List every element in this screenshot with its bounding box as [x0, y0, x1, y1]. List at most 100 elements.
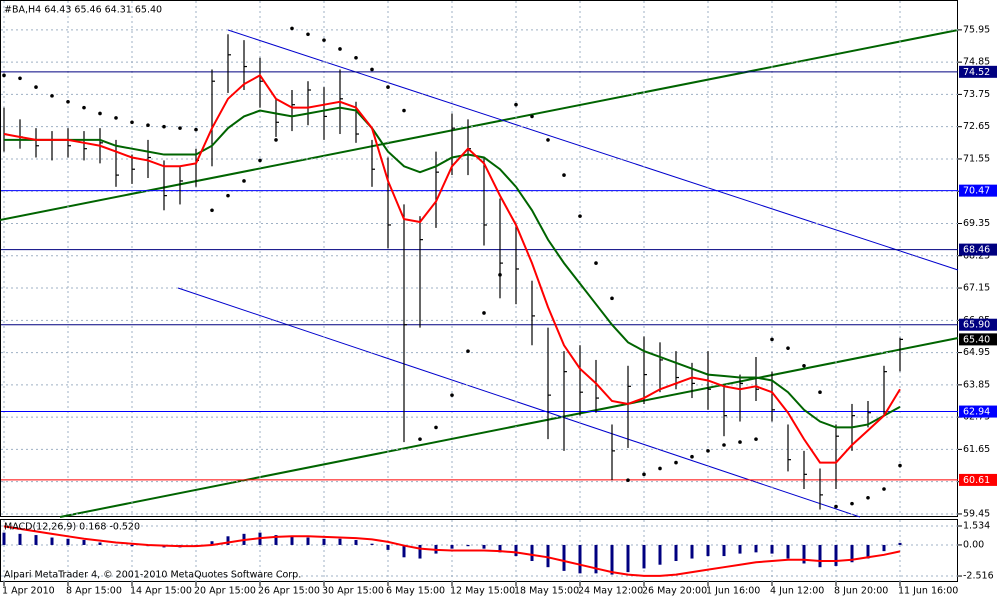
sar-dot [754, 437, 758, 441]
x-tick-label: 14 Apr 15:00 [130, 586, 192, 597]
y-tick-label: 75.95 [963, 24, 990, 35]
sar-dot [178, 126, 182, 130]
sar-dot [482, 311, 486, 315]
sar-dot [98, 111, 102, 116]
level-box [959, 65, 997, 78]
sar-dot [898, 463, 902, 468]
sar-dot [274, 138, 278, 142]
y-tick-label: 71.55 [963, 153, 990, 164]
x-tick-label: 20 Apr 15:00 [194, 586, 256, 597]
macd-bar [754, 544, 758, 553]
macd-bar [466, 544, 470, 547]
x-tick-label: 30 Apr 15:00 [322, 586, 384, 597]
level-box [959, 243, 997, 256]
sar-dot [2, 73, 6, 78]
macd-bar [626, 544, 630, 573]
macd-bar [594, 544, 598, 574]
y-tick-label: 69.35 [963, 218, 990, 229]
macd-bar [514, 544, 518, 557]
sar-dot [146, 123, 150, 128]
x-tick-label: 24 May 12:00 [578, 586, 643, 597]
main-frame [0, 0, 958, 517]
macd-bar [706, 544, 710, 557]
trend-lines [0, 1, 959, 582]
level-box [959, 333, 997, 346]
macd-bar [450, 544, 454, 549]
x-tick-label: 4 Jun 12:00 [770, 586, 824, 597]
sar-dot [882, 487, 886, 491]
sar-dot [290, 26, 294, 31]
macd-bar [2, 532, 6, 545]
level-label: 65.40 [963, 334, 990, 345]
sar-dot [450, 393, 454, 397]
level-label: 74.52 [963, 67, 990, 78]
sar-dot [626, 478, 630, 483]
y-tick-label: 72.65 [963, 121, 990, 132]
macd-bar [610, 544, 614, 575]
indicator-line [4, 106, 901, 429]
macd-bar [882, 544, 886, 552]
macd-bar [34, 535, 38, 545]
sar-dot [866, 496, 870, 500]
sar-dot [242, 179, 246, 183]
macd-bar [82, 540, 86, 545]
x-tick-label: 18 May 15:00 [514, 586, 579, 597]
macd-bar [274, 535, 278, 545]
macd-bar [722, 544, 726, 557]
x-tick-label: 11 Jun 16:00 [898, 586, 958, 597]
sar-dot [514, 102, 518, 107]
macd-bar [114, 544, 118, 546]
level-box [959, 405, 997, 418]
sar-dot [850, 501, 854, 506]
x-tick-label: 1 Apr 2010 [2, 586, 55, 597]
sar-dot [578, 214, 582, 218]
sar-dot [162, 124, 166, 129]
level-box [959, 473, 997, 486]
macd-bar [66, 538, 70, 545]
sar-dot [770, 337, 774, 342]
indicator-line [3, 74, 901, 464]
macd-bar [786, 544, 790, 559]
sar-dot [130, 120, 134, 125]
level-box [959, 318, 997, 331]
channel-line [227, 29, 959, 271]
macd-bar [338, 538, 342, 545]
macd-bar [50, 537, 54, 545]
macd-bar [738, 544, 742, 554]
sar-dot [402, 108, 406, 113]
macd-bar [210, 541, 214, 545]
macd-bar [306, 537, 310, 545]
macd-bar [578, 544, 582, 574]
x-tick-label: 6 May 15:00 [386, 586, 445, 597]
y-tick-label: 67.15 [963, 283, 990, 294]
sar-dot [834, 504, 838, 509]
macd-bar [674, 544, 678, 562]
sar-dot [194, 127, 198, 132]
sar-dot [610, 296, 614, 301]
x-tick-label: 1 Jun 16:00 [706, 586, 760, 597]
macd-frame [0, 519, 958, 582]
macd-bar [482, 544, 486, 549]
sar-dot [226, 193, 230, 198]
macd-bar [386, 544, 390, 550]
macd-bar [562, 544, 566, 571]
y-tick-label: 63.85 [963, 379, 990, 390]
y-tick-label: 73.75 [963, 89, 990, 100]
macd-bar [770, 544, 774, 554]
sar-dot [34, 85, 38, 89]
y-tick-label: -2.516 [963, 571, 994, 582]
sar-dot [114, 116, 118, 120]
sar-dot [562, 173, 566, 177]
trend-line [59, 337, 959, 518]
x-tick-label: 26 May 20:00 [642, 586, 707, 597]
x-tick-label: 8 Apr 15:00 [66, 586, 122, 597]
macd-bar [18, 533, 22, 545]
level-label: 60.61 [963, 475, 990, 486]
macd-bar [802, 544, 806, 564]
sar-dot [466, 349, 470, 353]
sar-dot [82, 105, 86, 110]
macd-bar [402, 544, 406, 558]
sar-dot [306, 32, 310, 37]
sar-dot [18, 76, 22, 81]
